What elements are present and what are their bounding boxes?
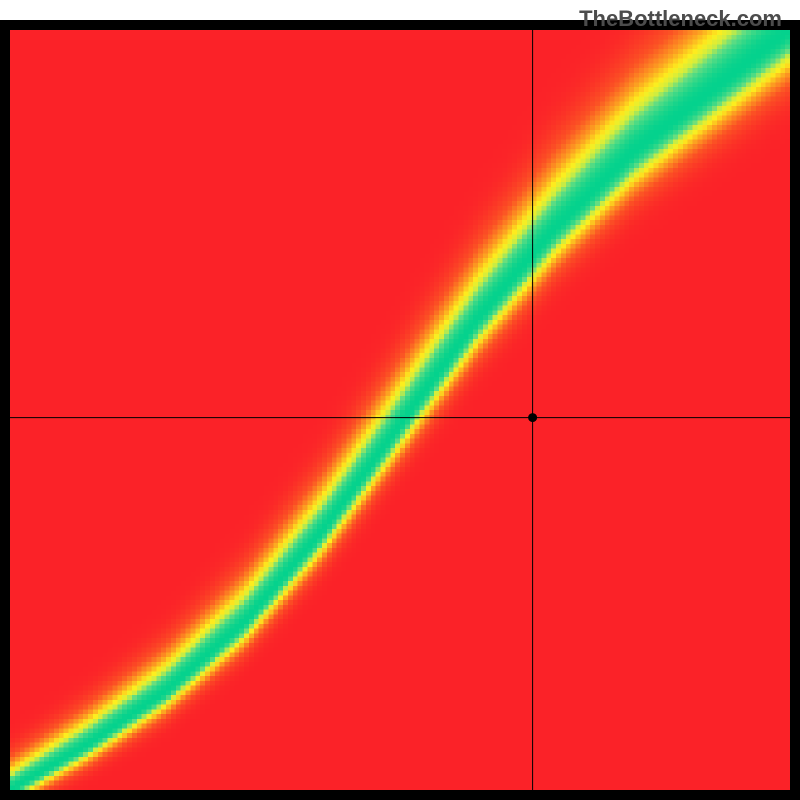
bottleneck-heatmap-figure: TheBottleneck.com xyxy=(0,0,800,800)
heatmap-canvas xyxy=(0,20,800,800)
